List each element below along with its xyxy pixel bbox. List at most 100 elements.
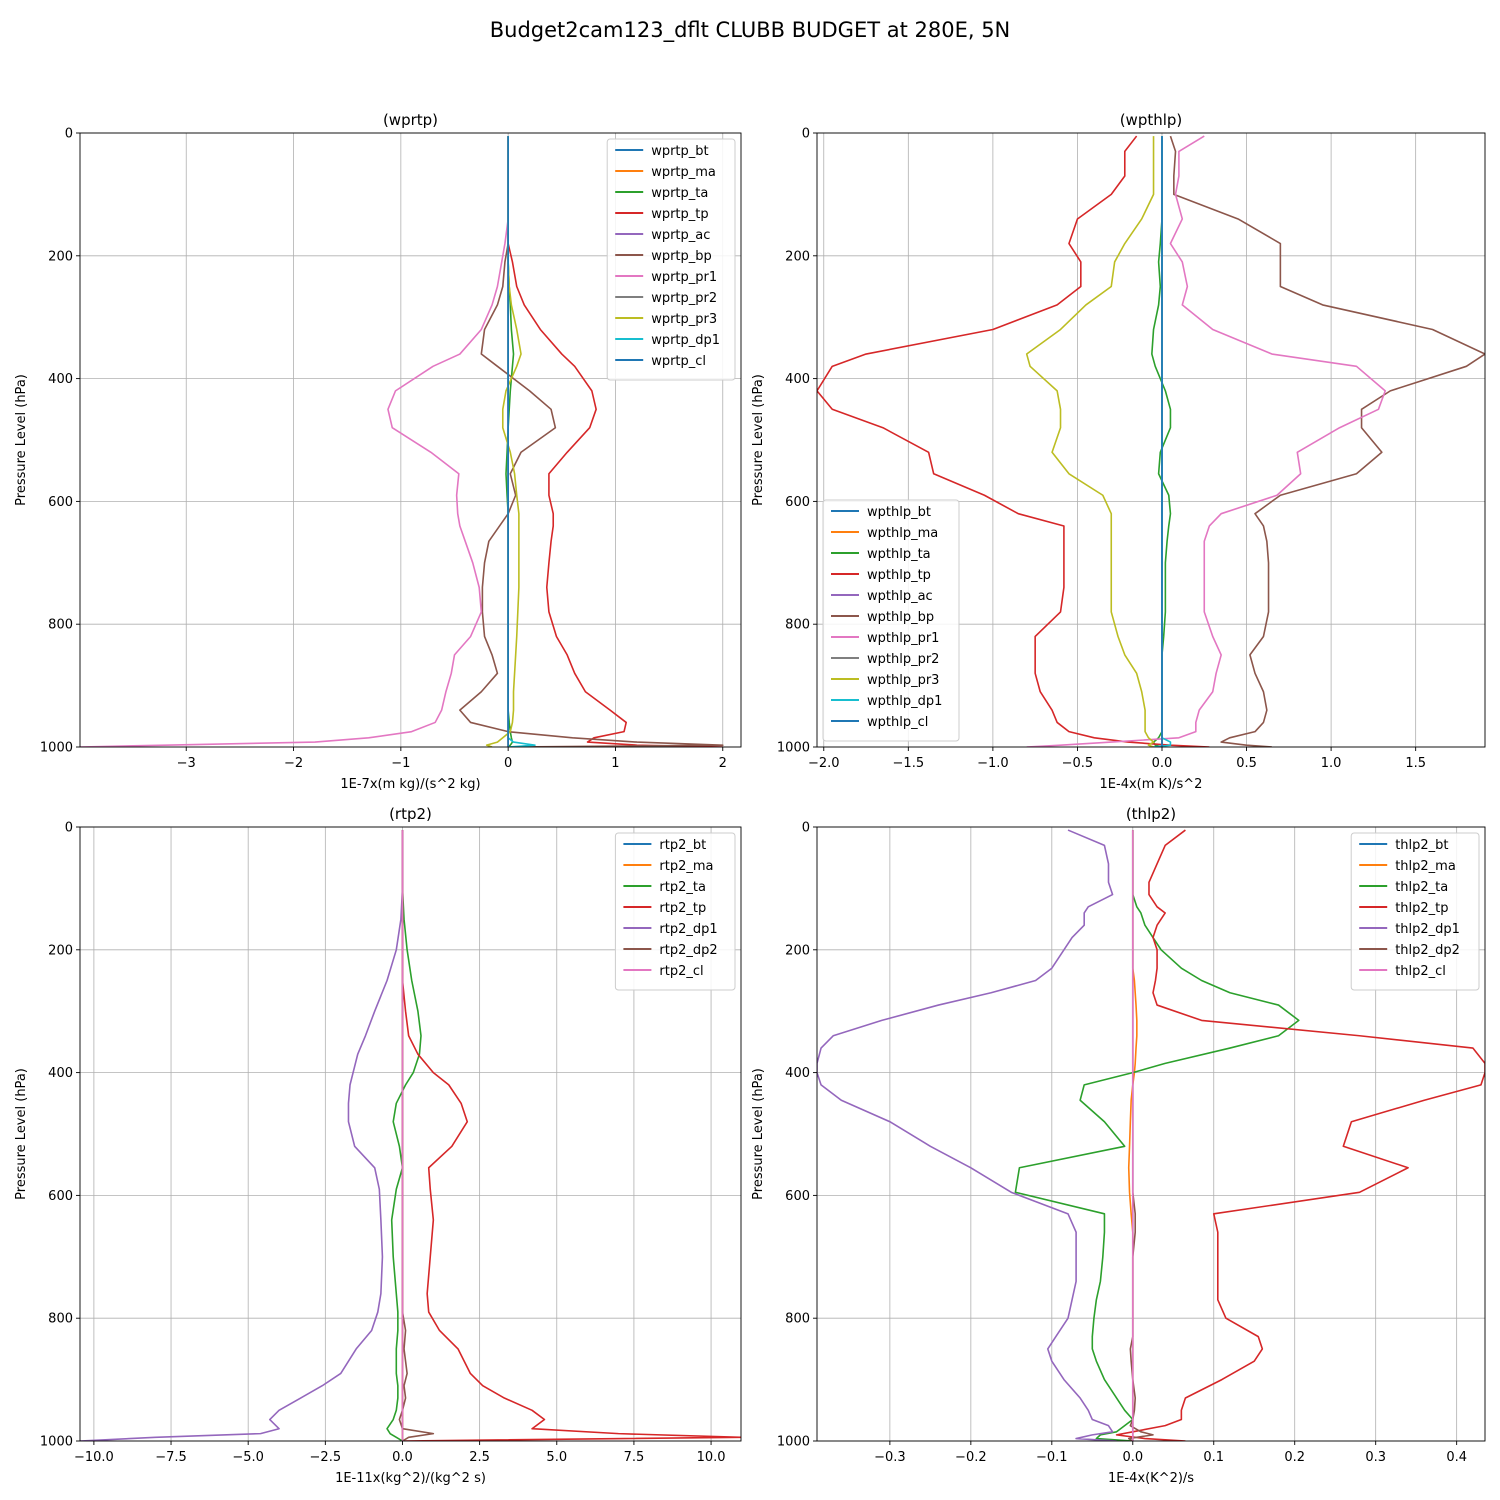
legend-label-wpthlp_pr1: wpthlp_pr1 [867,631,939,646]
plot-frame [816,132,1486,748]
x-tick-label: −7.5 [155,1450,187,1465]
x-tick-label: 7.5 [624,1450,645,1465]
legend-label-wprtp_bt: wprtp_bt [651,144,708,159]
chart-title: (thlp2) [1126,805,1176,823]
series-line-rtp2_dp1 [80,830,404,1441]
y-tick-label: 200 [785,249,810,264]
series-line-wprtp_bp [459,136,724,747]
legend-box [606,138,736,381]
x-axis-label: 1E-4x(m K)/s^2 [1100,777,1203,792]
chart-title: (wprtp) [383,111,438,129]
y-tick-label: 400 [785,372,810,387]
legend-label-thlp2_dp2: thlp2_dp2 [1395,943,1460,958]
y-tick-label: 600 [785,1189,810,1204]
x-tick-label: 1.0 [1321,756,1342,771]
x-tick-label: 2 [719,756,727,771]
legend-label-rtp2_bt: rtp2_bt [659,838,706,853]
legend-label-wpthlp_bp: wpthlp_bp [867,610,934,625]
legend-label-wprtp_cl: wprtp_cl [651,354,706,369]
x-axis-label: 1E-4x(K^2)/s [1108,1471,1194,1486]
legend: rtp2_bt rtp2_ma rtp2_ta rtp2_tp rtp2_dp1 rtp2… [614,832,736,991]
x-tick-label: −1.0 [977,756,1009,771]
legend-label-wpthlp_pr2: wpthlp_pr2 [867,652,939,667]
plot-frame [79,132,742,748]
legend-label-wpthlp_pr3: wpthlp_pr3 [867,673,939,688]
x-tick-label: 1.5 [1405,756,1426,771]
x-tick-label: 5.0 [546,1450,567,1465]
y-tick-label: 1000 [40,741,73,756]
y-tick-label: 0 [65,821,73,836]
y-axis-label: Pressure Level (hPa) [14,374,29,506]
legend-label-rtp2_ta: rtp2_ta [659,880,706,895]
legend-label-wpthlp_cl: wpthlp_cl [867,715,928,730]
series-group [80,136,724,747]
y-tick-label: 200 [785,943,810,958]
y-axis-label: Pressure Level (hPa) [751,1068,766,1200]
legend-label-thlp2_tp: thlp2_tp [1395,901,1448,916]
y-tick-label: 600 [48,495,73,510]
legend-label-wprtp_pr2: wprtp_pr2 [651,291,717,306]
x-tick-label: 0.4 [1446,1450,1467,1465]
legend-label-thlp2_bt: thlp2_bt [1395,838,1448,853]
legend-label-wpthlp_dp1: wpthlp_dp1 [867,694,942,709]
series-line-wpthlp_pr1 [1026,135,1387,747]
figure-title: Budget2cam123_dflt CLUBB BUDGET at 280E,… [490,18,1011,43]
legend-label-wpthlp_bt: wpthlp_bt [867,505,931,520]
series-line-wpthlp_bp [1169,135,1485,747]
legend-label-wprtp_dp1: wprtp_dp1 [651,333,720,348]
y-tick-label: 800 [48,1312,73,1327]
legend-label-wprtp_ac: wprtp_ac [651,228,710,243]
legend-label-wprtp_pr1: wprtp_pr1 [651,270,717,285]
plot-frame [816,826,1486,1442]
legend-box [614,832,736,991]
y-tick-label: 200 [48,249,73,264]
x-tick-label: −10.0 [74,1450,114,1465]
series-line-thlp2_dp1 [817,829,1117,1441]
x-tick-label: −2.0 [808,756,840,771]
x-tick-label: 1 [611,756,619,771]
x-tick-label: −1.5 [893,756,925,771]
x-tick-label: 0.0 [392,1450,413,1465]
chart-title: (rtp2) [389,805,432,823]
y-axis-label: Pressure Level (hPa) [751,374,766,506]
legend-label-wpthlp_tp: wpthlp_tp [867,568,931,583]
legend-box [822,499,960,742]
chart-panel-3: −10.0 −7.5 −5.0 −2.5 0.0 2.5 5.0 7.5 10.0 0 200 400… [14,805,742,1486]
chart-panel-4: −0.3 −0.2 −0.1 0.0 0.1 0.2 0.3 0.4 0 200 400 600 800… [751,805,1486,1486]
legend: thlp2_bt thlp2_ma thlp2_ta thlp2_tp thlp2_dp… [1350,832,1480,991]
series-line-rtp2_ta [386,830,422,1441]
y-tick-label: 800 [48,618,73,633]
legend-label-wprtp_pr3: wprtp_pr3 [651,312,717,327]
legend-label-wpthlp_ac: wpthlp_ac [867,589,933,604]
x-tick-label: −0.5 [1062,756,1094,771]
x-tick-label: 0.5 [1236,756,1257,771]
x-tick-label: 0.1 [1203,1450,1224,1465]
chart-title: (wpthlp) [1120,111,1183,129]
series-group [817,135,1485,747]
y-tick-label: 0 [65,127,73,142]
x-tick-label: −0.3 [874,1450,906,1465]
legend-label-wprtp_tp: wprtp_tp [651,207,708,222]
y-tick-label: 0 [802,821,810,836]
legend-label-wprtp_ta: wprtp_ta [651,186,708,201]
y-tick-label: 600 [785,495,810,510]
y-tick-label: 0 [802,127,810,142]
x-tick-label: 2.5 [469,1450,490,1465]
legend-label-thlp2_ma: thlp2_ma [1395,859,1456,874]
y-tick-label: 400 [785,1066,810,1081]
legend-label-thlp2_cl: thlp2_cl [1395,964,1446,979]
x-tick-label: 0.0 [1122,1450,1143,1465]
x-tick-label: −2.5 [310,1450,342,1465]
x-tick-label: −1 [391,756,410,771]
legend-label-wpthlp_ma: wpthlp_ma [867,526,938,541]
y-axis-label: Pressure Level (hPa) [14,1068,29,1200]
legend-label-wpthlp_ta: wpthlp_ta [867,547,931,562]
y-tick-label: 1000 [777,1435,810,1450]
legend-label-thlp2_ta: thlp2_ta [1395,880,1448,895]
x-tick-label: 0.2 [1284,1450,1305,1465]
legend-label-wprtp_ma: wprtp_ma [651,165,716,180]
series-line-wprtp_pr1 [80,136,509,747]
y-tick-label: 600 [48,1189,73,1204]
